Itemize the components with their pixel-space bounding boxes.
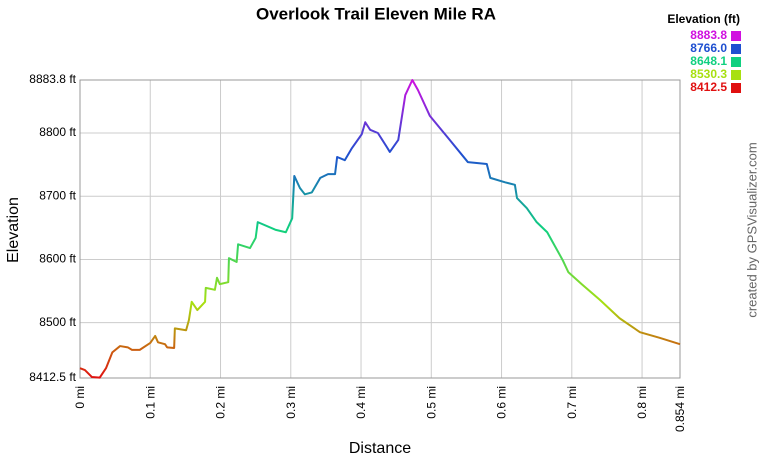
legend-title: Elevation (ft) xyxy=(667,12,740,26)
y-tick-label: 8412.5 ft xyxy=(29,370,76,384)
x-tick-label: 0.6 mi xyxy=(495,386,509,419)
legend-label: 8412.5 xyxy=(690,80,727,94)
y-tick-label: 8500 ft xyxy=(39,315,76,329)
legend-swatch xyxy=(731,70,741,80)
y-tick-label: 8700 ft xyxy=(39,188,76,202)
x-axis-label: Distance xyxy=(349,440,411,457)
credit: created by GPSVisualizer.com xyxy=(744,142,759,317)
x-tick-label: 0.5 mi xyxy=(424,386,438,419)
x-tick-label: 0.2 mi xyxy=(214,386,228,419)
legend-swatch xyxy=(731,57,741,67)
x-tick-label: 0 mi xyxy=(73,386,87,409)
chart-title: Overlook Trail Eleven Mile RA xyxy=(256,4,496,23)
legend-label: 8648.1 xyxy=(690,54,727,68)
y-tick-label: 8600 ft xyxy=(39,252,76,266)
legend-label: 8883.8 xyxy=(690,28,727,42)
y-tick-label: 8883.8 ft xyxy=(29,72,76,86)
x-tick-label: 0.3 mi xyxy=(284,386,298,419)
plot-border xyxy=(79,79,681,379)
legend-swatch xyxy=(731,31,741,41)
x-tick-label: 0.1 mi xyxy=(143,386,157,419)
y-tick-label: 8800 ft xyxy=(39,125,76,139)
x-tick-label: 0.4 mi xyxy=(354,386,368,419)
x-tick-label: 0.7 mi xyxy=(565,386,579,419)
elevation-line xyxy=(79,79,681,379)
x-tick-label: 0.8 mi xyxy=(635,386,649,419)
legend-label: 8766.0 xyxy=(690,41,727,55)
legend-swatch xyxy=(731,44,741,54)
legend-label: 8530.3 xyxy=(690,67,727,81)
x-tick-label: 0.854 mi xyxy=(673,386,687,432)
y-axis-label: Elevation xyxy=(5,197,22,263)
legend-swatch xyxy=(731,83,741,93)
